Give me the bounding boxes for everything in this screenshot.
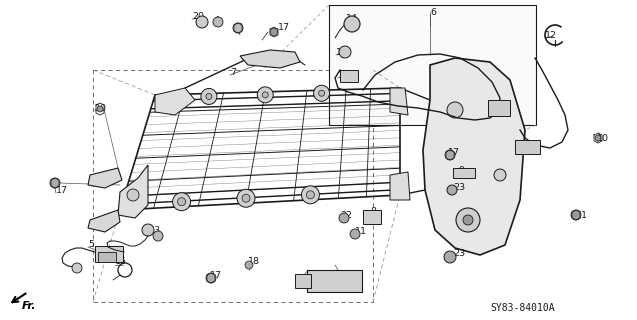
- Text: 23: 23: [453, 249, 465, 258]
- Polygon shape: [390, 172, 410, 200]
- Text: 22: 22: [340, 211, 352, 220]
- Text: 17: 17: [448, 148, 460, 156]
- Circle shape: [262, 92, 268, 98]
- Text: 5: 5: [88, 239, 94, 249]
- Text: 8: 8: [370, 206, 376, 215]
- Text: 2: 2: [322, 283, 328, 292]
- Circle shape: [350, 229, 360, 239]
- Text: 3: 3: [236, 22, 242, 31]
- Bar: [363, 210, 381, 224]
- Bar: [329, 5, 536, 125]
- Polygon shape: [240, 50, 300, 68]
- Circle shape: [270, 28, 278, 36]
- Circle shape: [494, 169, 506, 181]
- Bar: [93, 70, 373, 302]
- Text: 4: 4: [213, 15, 219, 25]
- Circle shape: [301, 186, 319, 204]
- Text: 16: 16: [338, 70, 350, 79]
- Text: 10: 10: [95, 103, 107, 113]
- Bar: [488, 100, 510, 116]
- Circle shape: [571, 210, 581, 220]
- Text: 17: 17: [278, 22, 290, 31]
- Text: 20: 20: [192, 12, 204, 20]
- Polygon shape: [390, 88, 408, 115]
- Text: 14: 14: [346, 13, 358, 22]
- Circle shape: [97, 106, 103, 112]
- Bar: [98, 252, 116, 262]
- Circle shape: [206, 273, 216, 283]
- Circle shape: [339, 213, 349, 223]
- Text: 7: 7: [230, 68, 236, 76]
- Text: 19: 19: [99, 253, 111, 262]
- Circle shape: [72, 263, 82, 273]
- Circle shape: [456, 208, 480, 232]
- Circle shape: [206, 93, 212, 100]
- Circle shape: [463, 215, 473, 225]
- Text: 17: 17: [210, 271, 222, 281]
- Text: Fr.: Fr.: [22, 301, 36, 311]
- Polygon shape: [88, 168, 122, 188]
- Text: 18: 18: [248, 258, 260, 267]
- Circle shape: [50, 178, 60, 188]
- Circle shape: [339, 46, 351, 58]
- Circle shape: [313, 85, 329, 101]
- Text: 9: 9: [458, 165, 464, 174]
- Polygon shape: [88, 210, 120, 232]
- Text: 15: 15: [115, 258, 127, 267]
- Circle shape: [447, 102, 463, 118]
- Bar: [307, 270, 362, 292]
- Circle shape: [245, 261, 253, 269]
- Text: 12: 12: [545, 30, 557, 39]
- Polygon shape: [155, 88, 195, 115]
- Polygon shape: [118, 165, 148, 218]
- Polygon shape: [423, 58, 525, 255]
- Text: 13: 13: [149, 226, 161, 235]
- Text: 10: 10: [597, 133, 609, 142]
- Bar: [295, 274, 311, 288]
- Circle shape: [237, 189, 255, 207]
- Circle shape: [447, 185, 457, 195]
- Circle shape: [196, 16, 208, 28]
- Circle shape: [173, 193, 190, 211]
- Text: 17: 17: [56, 186, 68, 195]
- Circle shape: [318, 90, 325, 96]
- Circle shape: [444, 251, 456, 263]
- Circle shape: [306, 191, 315, 199]
- Bar: [515, 140, 540, 154]
- Text: 6: 6: [430, 7, 436, 17]
- Circle shape: [201, 88, 217, 104]
- Bar: [340, 70, 358, 82]
- Bar: [95, 246, 123, 262]
- Text: 21: 21: [575, 211, 587, 220]
- Circle shape: [445, 150, 455, 160]
- Text: 1: 1: [338, 274, 344, 283]
- Circle shape: [178, 198, 185, 206]
- Circle shape: [127, 189, 139, 201]
- Text: SY83-84010A: SY83-84010A: [490, 303, 555, 313]
- Text: 11: 11: [355, 227, 367, 236]
- Bar: [453, 168, 475, 178]
- Circle shape: [257, 87, 273, 103]
- Circle shape: [153, 231, 163, 241]
- Circle shape: [233, 23, 243, 33]
- Text: 14: 14: [336, 47, 348, 57]
- Circle shape: [142, 224, 154, 236]
- Circle shape: [595, 135, 601, 141]
- Text: 23: 23: [453, 182, 465, 191]
- Circle shape: [344, 16, 360, 32]
- Circle shape: [213, 17, 223, 27]
- Circle shape: [242, 194, 250, 202]
